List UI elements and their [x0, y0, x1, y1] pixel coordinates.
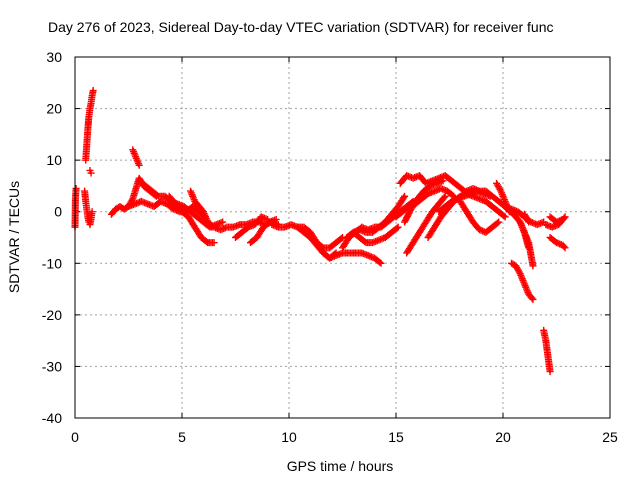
- series-arc-13: [246, 215, 280, 247]
- data-point-fill: [393, 224, 401, 232]
- data-point: [561, 244, 569, 252]
- data-point-fill: [440, 194, 448, 202]
- data-point: [495, 218, 503, 226]
- data-point: [439, 177, 447, 185]
- series-arc-35: [546, 213, 567, 226]
- y-tick-label: 0: [54, 204, 62, 220]
- y-axis-ticks: -40 -30 -20 -10 0 10 20 30: [42, 49, 610, 426]
- x-tick-label: 25: [602, 429, 618, 445]
- data-point: [529, 262, 537, 270]
- data-point: [89, 87, 97, 95]
- series-arc-19: [349, 223, 402, 247]
- data-point: [529, 295, 537, 303]
- y-axis-label: SDTVAR / TECUs: [6, 181, 22, 293]
- series-arc-30: [508, 259, 537, 303]
- series-arc-36: [546, 234, 569, 252]
- x-tick-label: 15: [388, 429, 404, 445]
- y-tick-label: 10: [46, 152, 62, 168]
- series-arc-02: [71, 185, 80, 231]
- y-tick-label: -20: [42, 307, 62, 323]
- data-point: [441, 192, 449, 200]
- y-tick-label: -10: [42, 255, 62, 271]
- data-point: [272, 215, 280, 223]
- y-tick-label: 30: [46, 49, 62, 65]
- data-point: [219, 218, 227, 226]
- series-arc-22: [392, 185, 458, 221]
- x-tick-label: 0: [71, 429, 79, 445]
- plot-frame: [74, 56, 611, 419]
- series-arc-06: [129, 146, 143, 169]
- data-point-fill: [376, 258, 384, 266]
- data-point: [210, 239, 218, 247]
- x-tick-label: 10: [281, 429, 297, 445]
- data-point-fill: [500, 212, 508, 220]
- series-arc-32: [520, 210, 533, 226]
- x-tick-label: 20: [495, 429, 511, 445]
- series-arc-04: [86, 166, 95, 177]
- series-arc-33: [540, 326, 554, 376]
- x-tick-label: 5: [178, 429, 186, 445]
- data-point-fill: [493, 219, 501, 227]
- series-arc-12: [232, 213, 272, 241]
- y-tick-label: 20: [46, 101, 62, 117]
- chart-title: Day 276 of 2023, Sidereal Day-to-day VTE…: [48, 19, 554, 35]
- data-point: [546, 368, 554, 376]
- data-point: [72, 185, 80, 193]
- y-tick-label: -40: [42, 410, 62, 426]
- data-point-fill: [560, 243, 568, 251]
- data-point: [401, 192, 409, 200]
- data-point: [377, 259, 385, 267]
- data-point-fill: [400, 194, 408, 202]
- series-arc-26: [456, 197, 503, 236]
- data-point: [88, 208, 96, 216]
- series-arc-03: [81, 187, 96, 229]
- series-arc-16: [306, 234, 385, 267]
- data-point: [525, 218, 533, 226]
- data-point-fill: [496, 186, 504, 194]
- data-point: [394, 223, 402, 231]
- data-point: [87, 169, 95, 177]
- series-arc-23: [403, 192, 449, 257]
- series-arc-31: [516, 218, 537, 270]
- data-point: [135, 161, 143, 169]
- data-point-fill: [528, 294, 536, 302]
- data-point-fill: [515, 268, 523, 276]
- y-tick-label: -30: [42, 358, 62, 374]
- data-point: [501, 213, 509, 221]
- series-arc-01: [82, 87, 97, 164]
- x-axis-label: GPS time / hours: [287, 458, 394, 474]
- data-point-fill: [337, 235, 345, 243]
- data-point: [559, 215, 567, 223]
- data-point-fill: [448, 191, 456, 199]
- data-point-fill: [524, 216, 532, 224]
- series-arc-09: [165, 192, 218, 247]
